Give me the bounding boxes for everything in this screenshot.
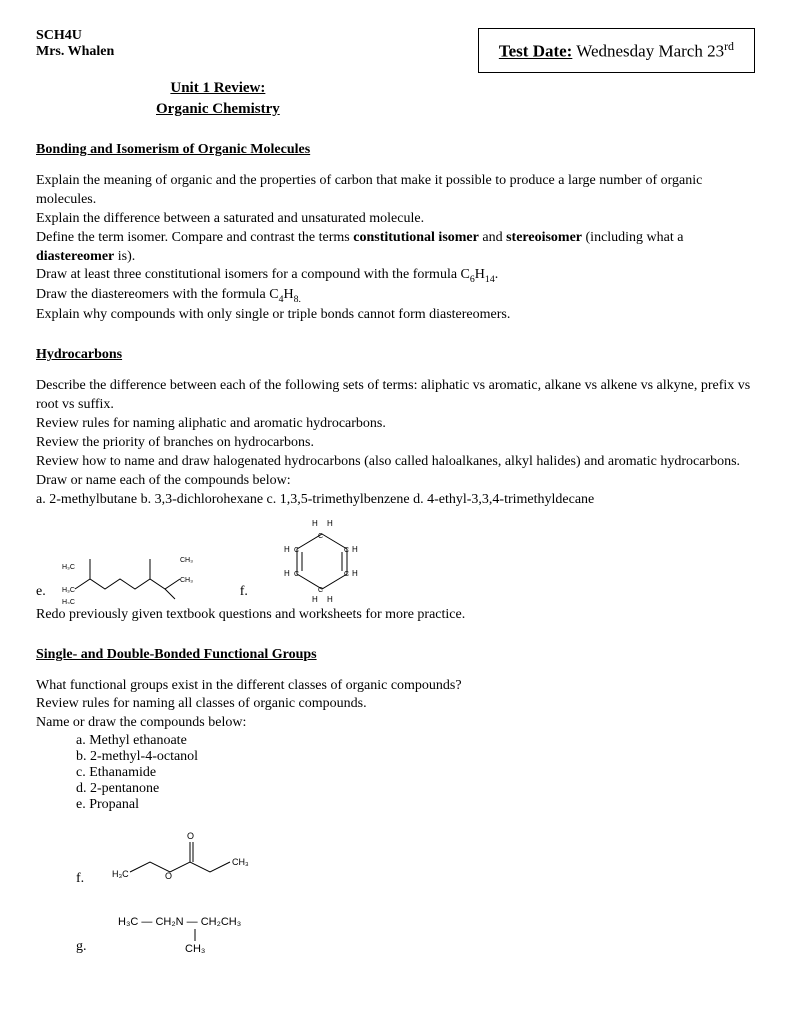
s2-p7-wrap: Redo previously given textbook questions… — [36, 606, 755, 625]
date-suffix: rd — [724, 39, 734, 53]
svg-text:C: C — [294, 547, 299, 554]
section3-body: What functional groups exist in the diff… — [36, 677, 755, 734]
svg-text:H₃C: H₃C — [62, 564, 75, 571]
molecule-diagram-f2-icon: H₃C O O CH₃ — [110, 827, 270, 887]
course-code: SCH4U — [36, 28, 280, 44]
s2-p2: Review rules for naming aliphatic and ar… — [36, 415, 755, 434]
li-b: b. 2-methyl-4-octanol — [76, 749, 755, 765]
s2-p1: Describe the difference between each of … — [36, 377, 755, 415]
svg-text:O: O — [187, 831, 194, 841]
header-left: SCH4U Mrs. Whalen Unit 1 Review: Organic… — [36, 28, 280, 120]
date-value: Wednesday March 23 — [572, 42, 724, 61]
s1-p6: Explain why compounds with only single o… — [36, 306, 755, 325]
svg-text:C: C — [318, 533, 323, 540]
svg-text:C: C — [344, 547, 349, 554]
svg-text:H: H — [312, 519, 318, 528]
svg-text:H₃C: H₃C — [62, 599, 75, 604]
svg-text:C: C — [318, 587, 323, 594]
teacher-name: Mrs. Whalen — [36, 44, 280, 60]
svg-text:CH₃: CH₃ — [180, 557, 193, 564]
s1-p3: Define the term isomer. Compare and cont… — [36, 229, 755, 267]
svg-text:H: H — [312, 595, 318, 604]
title-line1: Unit 1 Review: — [170, 80, 265, 96]
molecule-diagram-f-icon: H H H H H H H H C C C C C C — [262, 514, 382, 604]
compound-list: a. Methyl ethanoate b. 2-methyl-4-octano… — [76, 733, 755, 813]
title-line2: Organic Chemistry — [156, 101, 280, 117]
li-e: e. Propanal — [76, 797, 755, 813]
section2-body: Describe the difference between each of … — [36, 377, 755, 509]
svg-text:C: C — [344, 571, 349, 578]
s1-p1: Explain the meaning of organic and the p… — [36, 172, 755, 210]
structure-row-ef: e. H₃C H₃C H₃C CH₃ CH₃ f. H H H — [36, 514, 755, 604]
page-header: SCH4U Mrs. Whalen Unit 1 Review: Organic… — [36, 28, 755, 120]
svg-text:H₃C: H₃C — [62, 587, 75, 594]
molecule-diagram-g-icon: H₃C — CH₂N — CH₂CH₃ CH₃ — [113, 905, 293, 955]
section3-heading: Single- and Double-Bonded Functional Gro… — [36, 647, 755, 663]
svg-text:H: H — [327, 519, 333, 528]
li-a: a. Methyl ethanoate — [76, 733, 755, 749]
s3-p3: Name or draw the compounds below: — [36, 714, 755, 733]
svg-text:H: H — [327, 595, 333, 604]
svg-text:H: H — [352, 569, 358, 578]
svg-text:H₃C: H₃C — [112, 869, 129, 879]
svg-text:C: C — [294, 571, 299, 578]
s3-p2: Review rules for naming all classes of o… — [36, 695, 755, 714]
molecule-diagram-e-icon: H₃C H₃C H₃C CH₃ CH₃ — [60, 534, 210, 604]
unit-title: Unit 1 Review: Organic Chemistry — [156, 78, 280, 120]
s3-p1: What functional groups exist in the diff… — [36, 677, 755, 696]
svg-text:CH₃: CH₃ — [232, 857, 249, 867]
date-label: Test Date: — [499, 42, 573, 61]
test-date-box: Test Date: Wednesday March 23rd — [478, 28, 755, 73]
li-d: d. 2-pentanone — [76, 781, 755, 797]
svg-text:H₃C — CH₂N — CH₂CH₃: H₃C — CH₂N — CH₂CH₃ — [118, 916, 241, 928]
svg-text:CH₃: CH₃ — [180, 577, 193, 584]
label-f2: f. — [76, 871, 84, 887]
li-c: c. Ethanamide — [76, 765, 755, 781]
s1-p2: Explain the difference between a saturat… — [36, 210, 755, 229]
label-f: f. — [240, 584, 248, 604]
s2-p4: Review how to name and draw halogenated … — [36, 453, 755, 472]
svg-text:CH₃: CH₃ — [185, 943, 205, 955]
svg-text:H: H — [284, 569, 290, 578]
s2-p5: Draw or name each of the compounds below… — [36, 472, 755, 491]
section1-heading: Bonding and Isomerism of Organic Molecul… — [36, 142, 755, 158]
row-g: g. H₃C — CH₂N — CH₂CH₃ CH₃ — [36, 905, 755, 955]
svg-text:H: H — [284, 545, 290, 554]
section1-body: Explain the meaning of organic and the p… — [36, 172, 755, 325]
row-f: f. H₃C O O CH₃ — [36, 827, 755, 887]
label-e: e. — [36, 584, 46, 604]
s1-p4: Draw at least three constitutional isome… — [36, 266, 755, 286]
section2-heading: Hydrocarbons — [36, 347, 755, 363]
label-g: g. — [76, 939, 87, 955]
s2-p3: Review the priority of branches on hydro… — [36, 434, 755, 453]
svg-text:H: H — [352, 545, 358, 554]
s1-p5: Draw the diastereomers with the formula … — [36, 286, 755, 306]
s2-p6: a. 2-methylbutane b. 3,3-dichlorohexane … — [36, 491, 755, 510]
s2-p7: Redo previously given textbook questions… — [36, 606, 755, 625]
svg-text:O: O — [165, 871, 172, 881]
